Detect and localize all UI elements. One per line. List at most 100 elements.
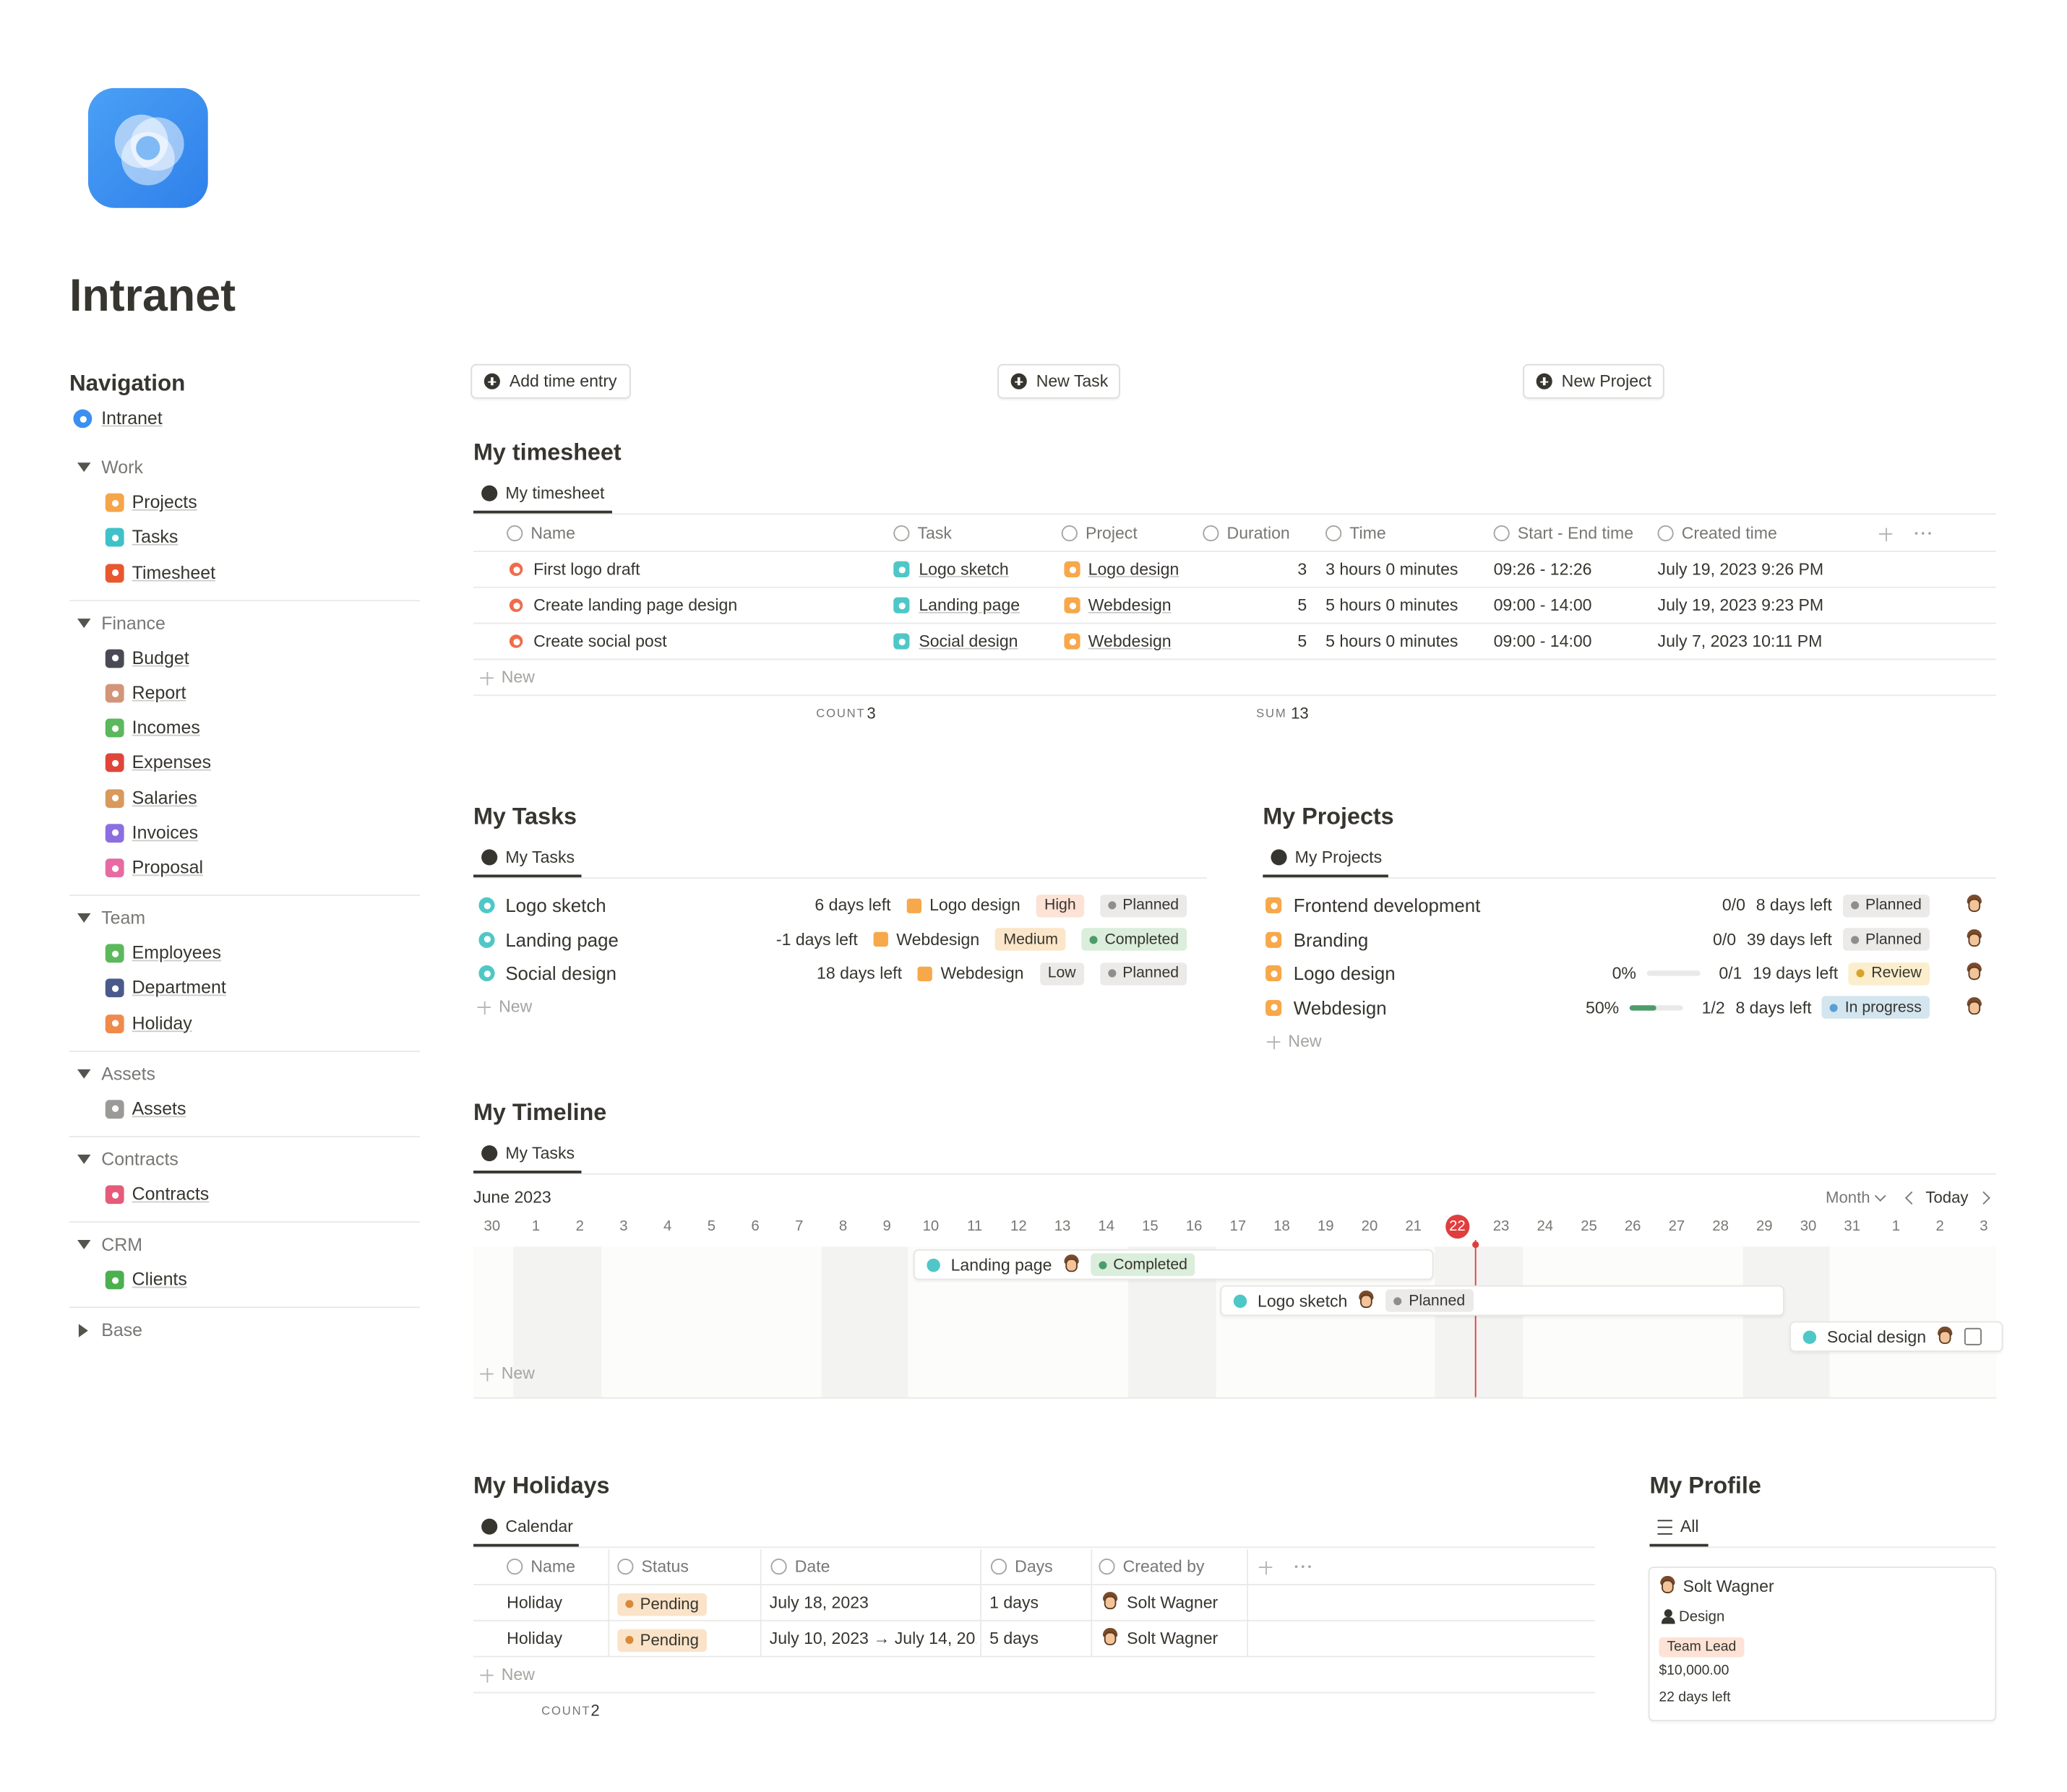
avatar-face	[1968, 1000, 1981, 1015]
count-label: COUNT	[541, 1704, 591, 1718]
nav-group[interactable]: CRM	[101, 1234, 142, 1255]
button-label[interactable]: New Project	[1561, 371, 1652, 391]
nav-item[interactable]: Timesheet	[132, 561, 216, 582]
project-ratio: 0/1	[1719, 964, 1742, 983]
tag-text: Low	[1047, 965, 1076, 982]
nav-item[interactable]: Proposal	[132, 857, 204, 878]
icon-dot	[111, 759, 119, 767]
button[interactable]: Add time entry	[470, 363, 631, 399]
profile-card[interactable]	[1648, 1567, 1997, 1722]
weekend-column	[514, 1246, 602, 1397]
project-due: 8 days left	[1756, 895, 1832, 915]
new-row[interactable]: New	[501, 1665, 535, 1684]
today-marker	[1445, 1214, 1469, 1239]
profile-name: Solt Wagner	[1683, 1577, 1774, 1596]
tag-dot	[1107, 969, 1116, 978]
nav-group[interactable]: Contracts	[101, 1149, 179, 1169]
tab[interactable]: My Projects	[1294, 848, 1383, 867]
icon	[509, 562, 523, 577]
project-name: Webdesign	[1293, 996, 1387, 1018]
nav-group[interactable]: Work	[101, 457, 143, 478]
nav-item[interactable]: Expenses	[132, 752, 212, 773]
divider	[473, 877, 1207, 879]
nav-group[interactable]: Base	[101, 1320, 143, 1340]
tab[interactable]: Calendar	[505, 1517, 573, 1536]
tag-dot	[1099, 1260, 1107, 1269]
nav-item[interactable]: Tasks	[132, 527, 179, 548]
column-icon	[893, 525, 910, 542]
timeline-bar[interactable]: Social design	[1789, 1321, 2003, 1352]
avatar	[1659, 1575, 1676, 1596]
icon-dot	[111, 569, 119, 577]
divider	[608, 1549, 610, 1656]
timeline-view[interactable]: Month	[1826, 1188, 1870, 1207]
tag-text: Completed	[1113, 1257, 1187, 1273]
project-meta: 0% 0/1 19 days left Review	[1480, 960, 1930, 987]
day-label: 22	[1449, 1218, 1466, 1235]
nav-item[interactable]: Assets	[132, 1098, 186, 1119]
nav-item[interactable]: Clients	[132, 1269, 187, 1290]
new-row[interactable]: New	[499, 997, 533, 1017]
icon	[105, 788, 124, 808]
button-label[interactable]: New Task	[1036, 371, 1109, 391]
column-icon	[1099, 1558, 1115, 1575]
nav-home[interactable]: Intranet	[101, 408, 163, 428]
tab-underline	[473, 1543, 579, 1547]
nav-item[interactable]: Contracts	[132, 1184, 210, 1205]
triangle	[77, 1154, 91, 1164]
icon	[1064, 633, 1080, 650]
tag: Completed	[1082, 928, 1187, 951]
button[interactable]: New Task	[997, 363, 1120, 399]
nav-item[interactable]: Invoices	[132, 822, 199, 843]
button[interactable]: New Project	[1523, 363, 1664, 399]
day-label: 1	[531, 1218, 541, 1235]
tag-text: Review	[1871, 965, 1922, 982]
icon	[73, 409, 93, 428]
task-due: -1 days left	[775, 929, 858, 949]
new-row[interactable]: New	[1288, 1032, 1322, 1051]
button-label[interactable]: Add time entry	[509, 371, 617, 391]
tab[interactable]: My Tasks	[505, 1144, 575, 1163]
section-title: My Holidays	[473, 1472, 610, 1499]
timeline-bar[interactable]: Logo sketch Planned	[1220, 1285, 1784, 1317]
tag-text: Medium	[1003, 931, 1058, 947]
nav-item[interactable]: Department	[132, 978, 226, 998]
new-row[interactable]: New	[501, 1364, 535, 1383]
cell-task: Logo sketch	[919, 559, 1009, 579]
avatar	[1937, 1326, 1954, 1347]
divider	[473, 1173, 1997, 1175]
cell-time: 3 hours 0 minutes	[1325, 559, 1458, 579]
chevron	[1977, 1191, 1990, 1205]
progress-bar	[1646, 970, 1701, 976]
timeline-bar[interactable]: Landing page Completed	[913, 1249, 1434, 1280]
tab[interactable]: All	[1680, 1517, 1699, 1536]
nav-item[interactable]: Incomes	[132, 718, 200, 738]
icon-dot	[111, 1106, 119, 1113]
tab[interactable]: My timesheet	[505, 483, 605, 503]
holiday-creator: Solt Wagner	[1127, 1593, 1219, 1612]
day-label: 11	[967, 1218, 983, 1235]
tab-icon	[481, 485, 498, 501]
nav-item[interactable]: Holiday	[132, 1012, 192, 1033]
nav-group[interactable]: Finance	[101, 613, 166, 633]
timeline-today[interactable]: Today	[1925, 1188, 1969, 1207]
icon	[918, 965, 933, 981]
holiday-name: Holiday	[507, 1629, 563, 1648]
icon	[1064, 597, 1080, 613]
tag-text: Planned	[1122, 897, 1179, 913]
nav-item[interactable]: Projects	[132, 492, 197, 512]
nav-item[interactable]: Employees	[132, 942, 221, 963]
tab[interactable]: My Tasks	[505, 848, 575, 867]
divider	[473, 694, 1997, 697]
nav-item[interactable]: Salaries	[132, 787, 197, 808]
task-project: Webdesign	[873, 930, 979, 949]
nav-group[interactable]: Team	[101, 908, 146, 929]
nav-group[interactable]: Assets	[101, 1063, 155, 1084]
new-row[interactable]: New	[501, 668, 535, 687]
nav-item[interactable]: Budget	[132, 647, 189, 668]
nav-item[interactable]: Report	[132, 682, 186, 703]
holiday-date: July 18, 2023	[769, 1593, 869, 1612]
divider	[69, 599, 421, 601]
icon	[105, 563, 124, 582]
day-label: 16	[1185, 1218, 1203, 1235]
